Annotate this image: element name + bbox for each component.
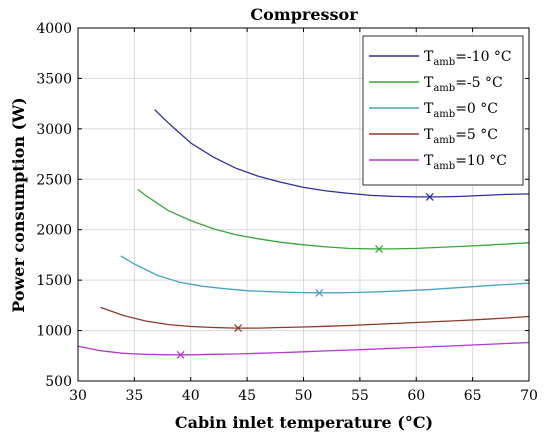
x-tick-label: 55 bbox=[351, 388, 369, 404]
series-line-1 bbox=[137, 188, 530, 250]
chart-title: Compressor bbox=[250, 5, 358, 24]
legend-label-4: Tamb=10 °C bbox=[424, 153, 507, 172]
y-tick-label: 4000 bbox=[36, 21, 72, 37]
x-tick-label: 40 bbox=[182, 388, 200, 404]
y-tick-label: 2000 bbox=[36, 223, 72, 239]
y-tick-label: 1500 bbox=[36, 273, 72, 289]
legend-label-1: Tamb=-5 °C bbox=[424, 75, 503, 94]
marker-stroke bbox=[425, 192, 434, 201]
y-tick-label: 500 bbox=[45, 374, 72, 390]
y-axis-ticks: 500 1000 1500 2000 2500 3000 3500 4000 bbox=[36, 21, 529, 390]
y-axis-label: Power consumption (W) bbox=[9, 97, 28, 312]
series-line-3 bbox=[100, 306, 530, 329]
legend-label-0: Tamb=-10 °C bbox=[424, 49, 512, 68]
series-marker-4 bbox=[176, 350, 185, 359]
x-tick-label: 65 bbox=[464, 388, 482, 404]
x-tick-label: 70 bbox=[520, 388, 538, 404]
series-line-4 bbox=[77, 341, 530, 356]
marker-stroke bbox=[315, 288, 324, 297]
legend: Tamb=-10 °C Tamb=-5 °C Tamb=0 °C Tamb=5 °C T… bbox=[362, 35, 524, 186]
series-marker-0 bbox=[425, 192, 434, 201]
series-marker-2 bbox=[315, 288, 324, 297]
series-layer bbox=[77, 109, 530, 359]
series-marker-1 bbox=[375, 245, 384, 254]
marker-stroke bbox=[234, 324, 243, 333]
series-line-0 bbox=[154, 109, 530, 198]
series-line-2 bbox=[120, 255, 530, 294]
y-tick-label: 3000 bbox=[36, 122, 72, 138]
y-tick-label: 3500 bbox=[36, 71, 72, 87]
x-tick-label: 50 bbox=[295, 388, 313, 404]
legend-label-3: Tamb=5 °C bbox=[424, 127, 498, 146]
marker-stroke bbox=[176, 350, 185, 359]
x-tick-label: 60 bbox=[407, 388, 425, 404]
x-axis-ticks: 30 35 40 45 50 55 60 65 70 bbox=[69, 28, 538, 404]
legend-label-2: Tamb=0 °C bbox=[424, 101, 498, 120]
y-tick-label: 2500 bbox=[36, 172, 72, 188]
x-axis-label: Cabin inlet temperature (°C) bbox=[175, 413, 433, 432]
x-tick-label: 35 bbox=[125, 388, 143, 404]
marker-stroke bbox=[375, 245, 384, 254]
x-tick-label: 30 bbox=[69, 388, 87, 404]
series-marker-3 bbox=[234, 324, 243, 333]
x-tick-label: 45 bbox=[238, 388, 256, 404]
y-tick-label: 1000 bbox=[36, 324, 72, 340]
